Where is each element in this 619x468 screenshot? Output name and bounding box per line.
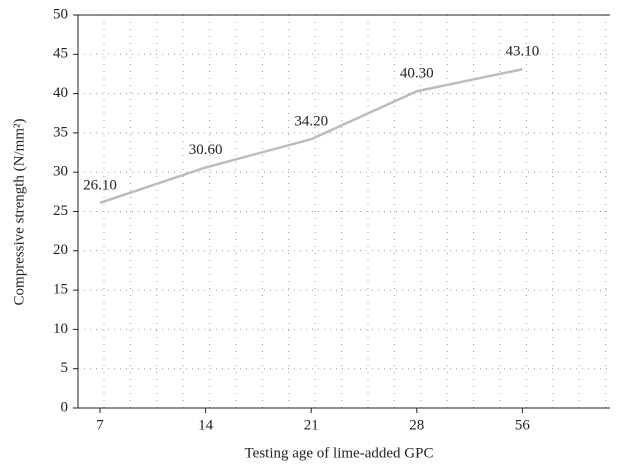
data-label: 26.10 <box>83 177 117 193</box>
y-tick-label: 45 <box>53 46 68 62</box>
x-tick-label: 56 <box>515 417 531 433</box>
x-axis-label: Testing age of lime-added GPC <box>245 445 434 461</box>
y-tick-label: 15 <box>53 282 68 298</box>
y-tick-label: 50 <box>53 6 68 22</box>
y-tick-label: 40 <box>53 85 68 101</box>
data-label: 40.30 <box>400 66 434 82</box>
y-tick-label: 10 <box>53 321 68 337</box>
y-tick-label: 30 <box>53 164 68 180</box>
line <box>99 68 523 205</box>
y-axis-label: Compressive strength (N/mm²) <box>11 119 27 306</box>
x-tick-label: 7 <box>96 417 104 433</box>
x-tick-label: 14 <box>198 417 214 433</box>
data-label: 34.20 <box>294 114 328 130</box>
y-tick-label: 35 <box>53 124 68 140</box>
x-tick-label: 28 <box>409 417 424 433</box>
y-tick-label: 20 <box>53 242 68 258</box>
data-label: 43.10 <box>506 44 540 60</box>
y-tick-label: 0 <box>61 399 69 415</box>
y-tick-label: 5 <box>61 360 69 376</box>
y-tick-label: 25 <box>53 203 68 219</box>
x-tick-label: 21 <box>304 417 319 433</box>
data-label: 30.60 <box>189 142 223 158</box>
